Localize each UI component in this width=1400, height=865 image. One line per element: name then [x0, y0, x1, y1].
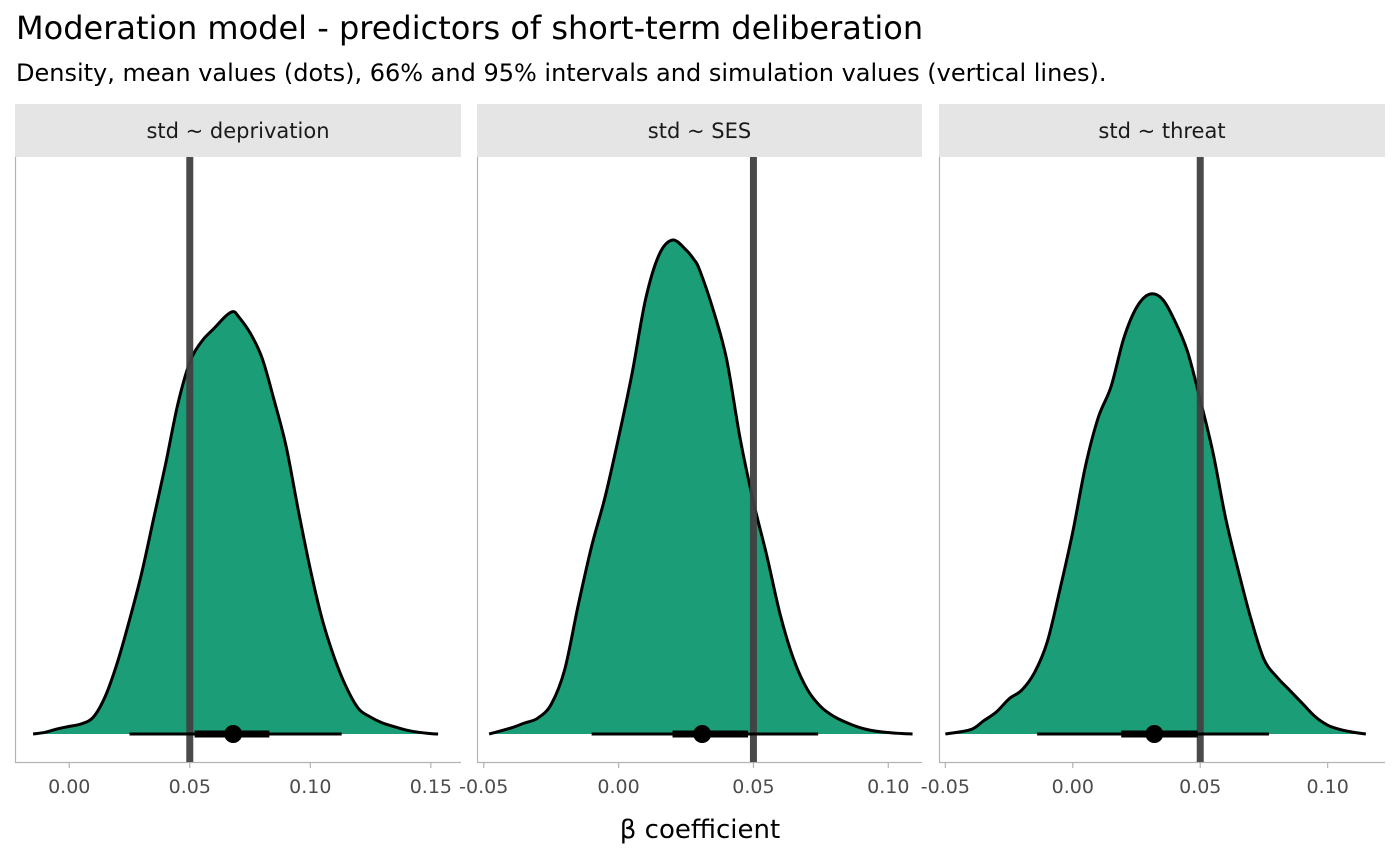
x-tick-label: 0.15: [410, 776, 452, 798]
density-area: [489, 239, 913, 734]
mean-dot: [693, 725, 712, 743]
chart-subtitle: Density, mean values (dots), 66% and 95%…: [16, 59, 1107, 87]
x-tick-label: 0.00: [48, 776, 90, 798]
mean-dot: [224, 725, 243, 743]
x-tick-label: -0.05: [921, 776, 970, 798]
x-tick-label: 0.10: [289, 776, 331, 798]
facet-panel-3: std ~ threat -0.05 0.00 0.05 0.10: [921, 104, 1385, 798]
density-area: [33, 311, 439, 734]
x-tick-label: 0.00: [1052, 776, 1094, 798]
x-tick-label: -0.05: [459, 776, 508, 798]
facet-strip-label: std ~ SES: [648, 119, 751, 143]
x-tick-label: 0.05: [1179, 776, 1221, 798]
facet-panel-2: std ~ SES -0.05 0.00 0.05 0.10: [459, 104, 922, 798]
facets-group: std ~ deprivation 0.00 0.05 0.10 0.15 std ~ S…: [14, 104, 1385, 798]
chart-title: Moderation model - predictors of short-t…: [16, 9, 924, 47]
density-outline: [32, 310, 439, 736]
x-tick-label: 0.10: [1307, 776, 1349, 798]
mean-dot: [1145, 725, 1164, 743]
facet-strip: [477, 104, 922, 157]
x-tick-label: 0.00: [597, 776, 639, 798]
facet-strip: [939, 104, 1385, 157]
density-area: [945, 293, 1366, 734]
density-outline: [488, 238, 913, 736]
facet-strip: [15, 104, 461, 157]
x-tick-label: 0.05: [169, 776, 211, 798]
x-tick-label: 0.10: [867, 776, 909, 798]
x-tick-label: 0.05: [732, 776, 774, 798]
facet-strip-label: std ~ deprivation: [146, 119, 329, 143]
x-axis-label: β coefficient: [620, 815, 780, 845]
facet-strip-label: std ~ threat: [1098, 119, 1225, 143]
density-outline: [945, 292, 1367, 736]
facet-panel-1: std ~ deprivation 0.00 0.05 0.10 0.15: [14, 104, 461, 798]
